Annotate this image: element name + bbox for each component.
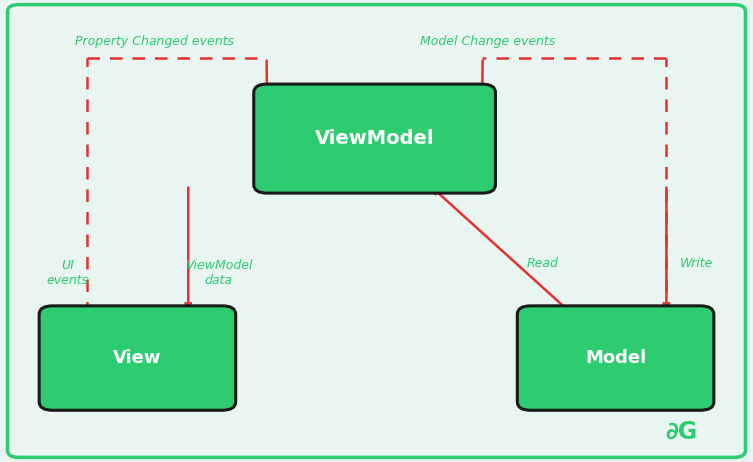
Text: Model Change events: Model Change events: [420, 35, 556, 48]
FancyBboxPatch shape: [254, 84, 495, 193]
Text: Read: Read: [526, 257, 558, 270]
Text: Write: Write: [680, 257, 713, 270]
Text: Model: Model: [585, 349, 646, 367]
Text: Property Changed events: Property Changed events: [75, 35, 234, 48]
FancyBboxPatch shape: [8, 5, 745, 457]
Text: UI
events: UI events: [47, 259, 89, 286]
Text: View: View: [113, 349, 162, 367]
Text: ViewModel: ViewModel: [315, 129, 434, 148]
Text: ∂G: ∂G: [666, 420, 697, 444]
FancyBboxPatch shape: [517, 306, 714, 410]
FancyBboxPatch shape: [39, 306, 236, 410]
Text: ViewModel
data: ViewModel data: [184, 259, 252, 286]
